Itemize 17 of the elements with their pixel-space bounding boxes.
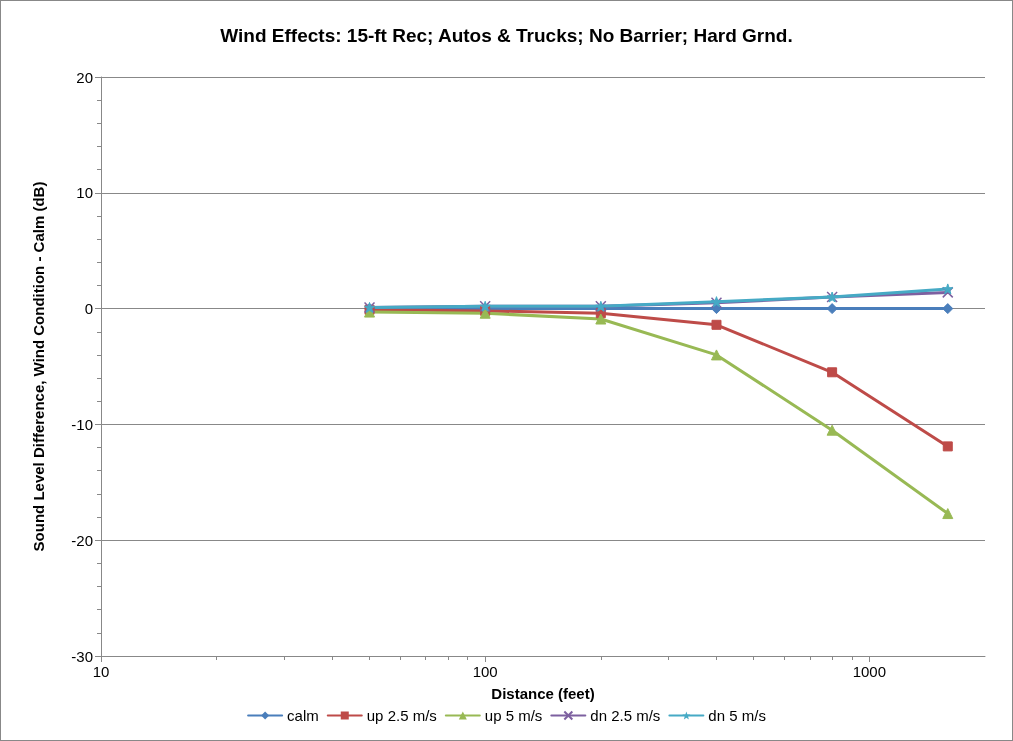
x-tick-label: 10: [92, 663, 110, 680]
legend-label: calm: [287, 707, 319, 724]
legend-label: dn 2.5 m/s: [590, 707, 661, 724]
x-tick-label: 100: [472, 663, 498, 680]
legend-label: up 2.5 m/s: [366, 707, 437, 724]
legend-label: dn 5 m/s: [708, 707, 766, 724]
y-tick-label: 20: [76, 68, 93, 86]
y-tick-label: -20: [71, 531, 93, 549]
x-tick-label: 1000: [852, 663, 887, 680]
y-tick-label: 10: [76, 184, 93, 202]
y-axis-title: Sound Level Difference, Wind Condition - Calm (dB): [30, 181, 47, 552]
chart-title: Wind Effects: 15-ft Rec; Autos & Trucks; No Barrier; Hard Grnd.: [220, 25, 793, 46]
y-tick-label: -10: [71, 415, 93, 433]
x-axis-title: Distance (feet): [491, 685, 595, 702]
y-tick-label: -30: [71, 647, 93, 665]
y-tick-label: 0: [84, 300, 93, 318]
legend-label: up 5 m/s: [484, 707, 543, 724]
